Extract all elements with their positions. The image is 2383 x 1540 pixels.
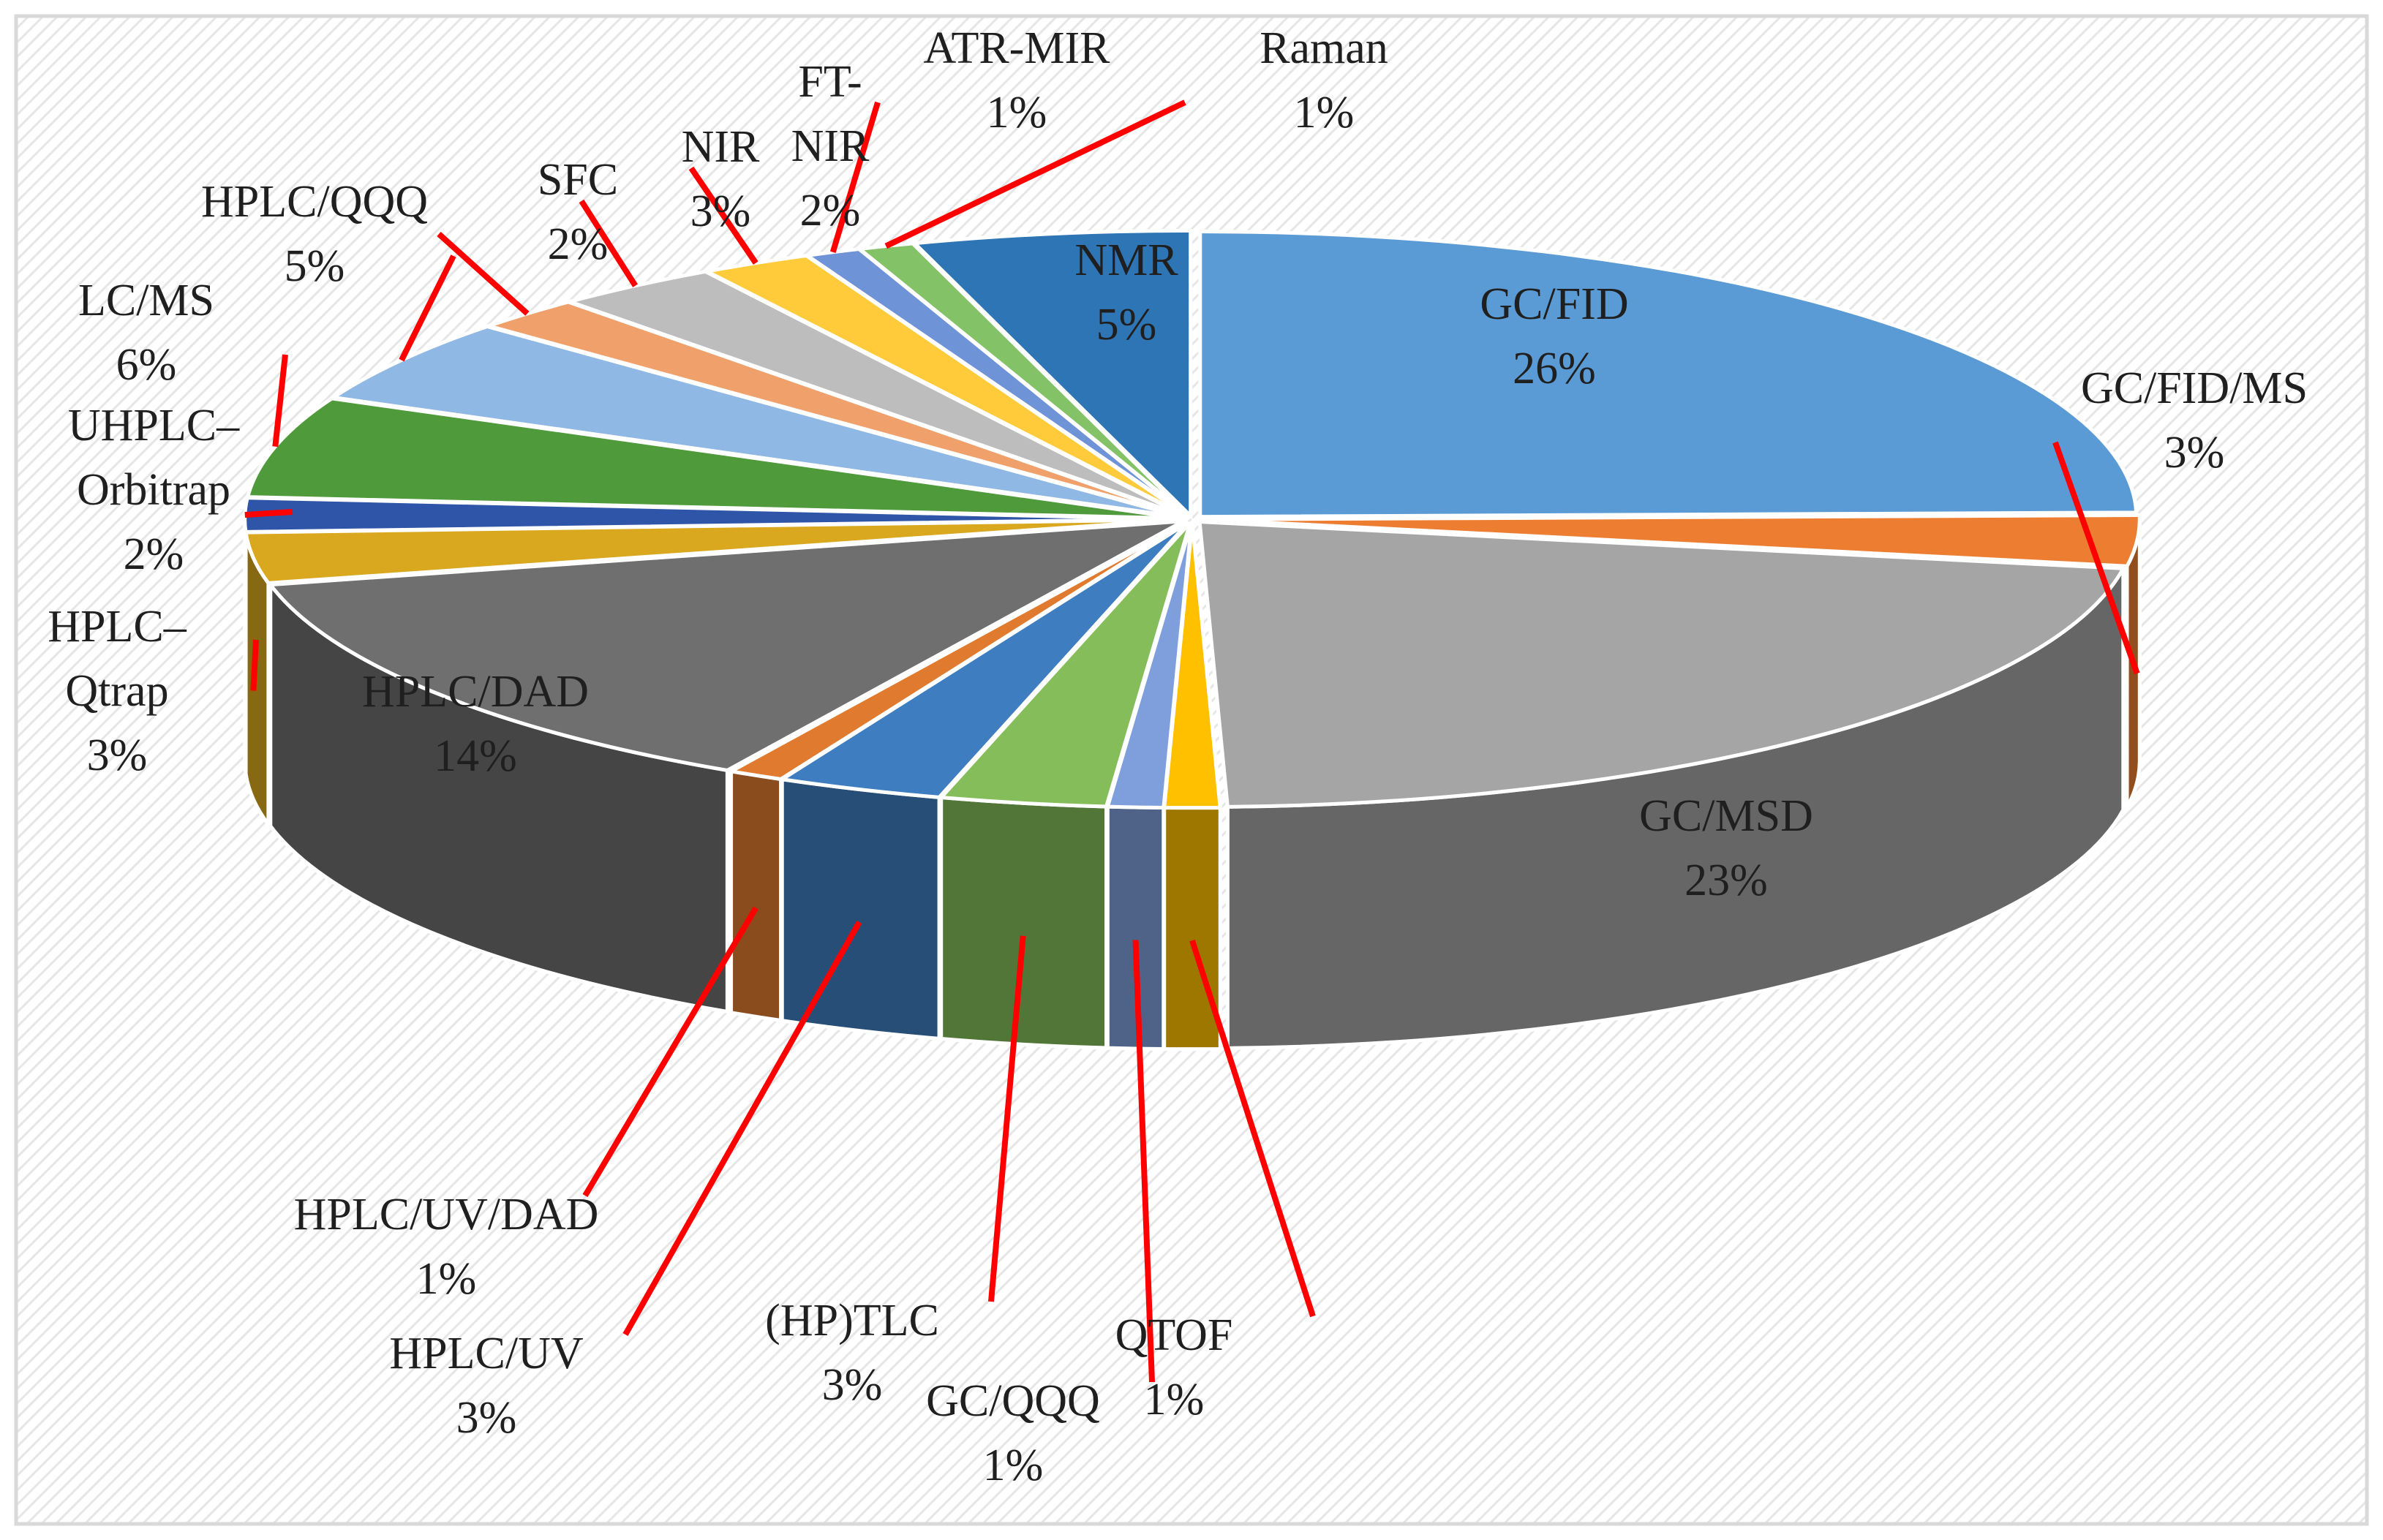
label-GC/FID: GC/FID 26% — [1480, 279, 1628, 393]
leader-line-UHPLC–Orbitrap — [244, 509, 293, 518]
slice-side-UHPLC–Orbitrap — [243, 518, 248, 774]
label-NIR: NIR 3% — [682, 122, 760, 236]
label-SFC: SFC 2% — [538, 155, 618, 269]
slice-labels: GC/FID 26% GC/FID/MS 3% GC/MSD 23% QTOF 1%GC/QQ… — [48, 23, 2308, 1490]
label-HPLC/QQQ: HPLC/QQQ 5% — [201, 177, 428, 291]
label-QTOF: QTOF 1% — [1115, 1310, 1233, 1424]
slice-side-(HP)TLC — [939, 795, 1109, 1050]
pie-side-walls — [243, 518, 2142, 1052]
leader-line-SFC — [437, 232, 530, 316]
label-HPLC/DAD: HPLC/DAD 14% — [362, 667, 589, 781]
slice-side-HPLC/UV — [780, 777, 941, 1041]
label-(HP)TLC: (HP)TLC 3% — [765, 1296, 939, 1410]
leader-line-ATR-MIR — [829, 101, 881, 253]
leader-line-FT-NIR — [688, 166, 758, 265]
label-LC/MS: LC/MS 6% — [78, 276, 214, 390]
leader-line-GC/QQQ — [1132, 940, 1155, 1383]
label-ATR-MIR: ATR-MIR 1% — [924, 23, 1111, 137]
leader-lines — [244, 99, 2140, 1383]
slice-GC/FID — [1198, 230, 2139, 519]
pie-top-faces — [243, 228, 2142, 810]
leader-line-GC/FID/MS — [2052, 441, 2140, 675]
leader-line-HPLC/UV — [622, 921, 862, 1336]
leader-line-HPLC–Qtrap — [250, 639, 259, 691]
leader-line-HPLC/QQQ — [399, 254, 456, 362]
slice-side-HPLC/UV/DAD — [729, 769, 783, 1023]
label-GC/QQQ: GC/QQQ 1% — [926, 1376, 1100, 1490]
slice-side-QTOF — [1162, 805, 1222, 1052]
leader-line-LC/MS — [272, 354, 288, 448]
label-GC/FID/MS: GC/FID/MS 3% — [2081, 363, 2308, 478]
leader-line-Raman — [884, 99, 1186, 249]
label-Raman: Raman 1% — [1260, 23, 1388, 137]
slice-HPLC/DAD — [267, 519, 1184, 773]
label-GC/MSD: GC/MSD 23% — [1639, 791, 1813, 905]
leader-line-(HP)TLC — [988, 935, 1026, 1302]
slice-GC/FID/MS — [1203, 513, 2142, 568]
label-HPLC/UV/DAD: HPLC/UV/DAD 1% — [294, 1190, 599, 1304]
label-HPLC/UV: HPLC/UV 3% — [389, 1329, 583, 1443]
leader-line-HPLC/UV/DAD — [582, 906, 758, 1198]
leader-line-QTOF — [1189, 939, 1316, 1318]
leader-line-NIR — [579, 199, 638, 287]
label-UHPLC–Orbitrap: UHPLC– Orbitrap 2% — [68, 401, 240, 579]
slice-GC/MSD — [1197, 519, 2126, 809]
slice-NMR — [910, 228, 1193, 521]
label-HPLC–Qtrap: HPLC– Qtrap 3% — [48, 602, 187, 780]
label-FT-NIR: FT-NIR 2% — [791, 57, 870, 235]
label-NMR: NMR 5% — [1074, 235, 1178, 350]
slice-HPLC/UV/DAD — [726, 520, 1189, 782]
